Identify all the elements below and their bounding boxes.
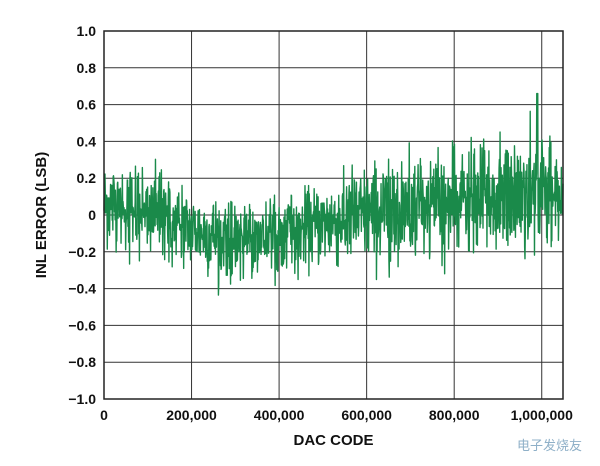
y-axis-label: INL ERROR (LSB) — [33, 152, 50, 278]
x-tick-labels: 0 200,000 400,000 600,000 800,000 1,000,000 — [100, 407, 573, 423]
y-tick-labels: 1.0 0.8 0.6 0.4 0.2 0 −0.2 −0.4 −0.6 −0.8 −1.0 — [68, 23, 96, 407]
x-tick-label: 200,000 — [166, 407, 217, 423]
inl-trace — [103, 92, 564, 296]
x-axis-label: DAC CODE — [293, 432, 373, 449]
inl-series — [103, 92, 564, 296]
x-tick-label: 0 — [100, 407, 108, 423]
y-tick-label: −1.0 — [68, 391, 96, 407]
x-tick-label: 400,000 — [254, 407, 305, 423]
y-tick-label: 1.0 — [77, 23, 97, 39]
y-tick-label: 0 — [88, 207, 96, 223]
y-tick-label: −0.4 — [68, 281, 96, 297]
plot-frame — [103, 30, 564, 400]
y-tick-label: 0.2 — [77, 170, 97, 186]
y-tick-label: −0.8 — [68, 354, 96, 370]
x-tick-label: 600,000 — [341, 407, 392, 423]
x-tick-label: 800,000 — [429, 407, 480, 423]
y-tick-label: 0.4 — [77, 133, 97, 149]
y-tick-label: −0.6 — [68, 317, 96, 333]
x-tick-label: 1,000,000 — [511, 407, 573, 423]
y-tick-label: −0.2 — [68, 244, 96, 260]
watermark: 电子发烧友 — [516, 439, 582, 454]
y-tick-label: 0.8 — [77, 60, 97, 76]
y-tick-label: 0.6 — [77, 97, 97, 113]
